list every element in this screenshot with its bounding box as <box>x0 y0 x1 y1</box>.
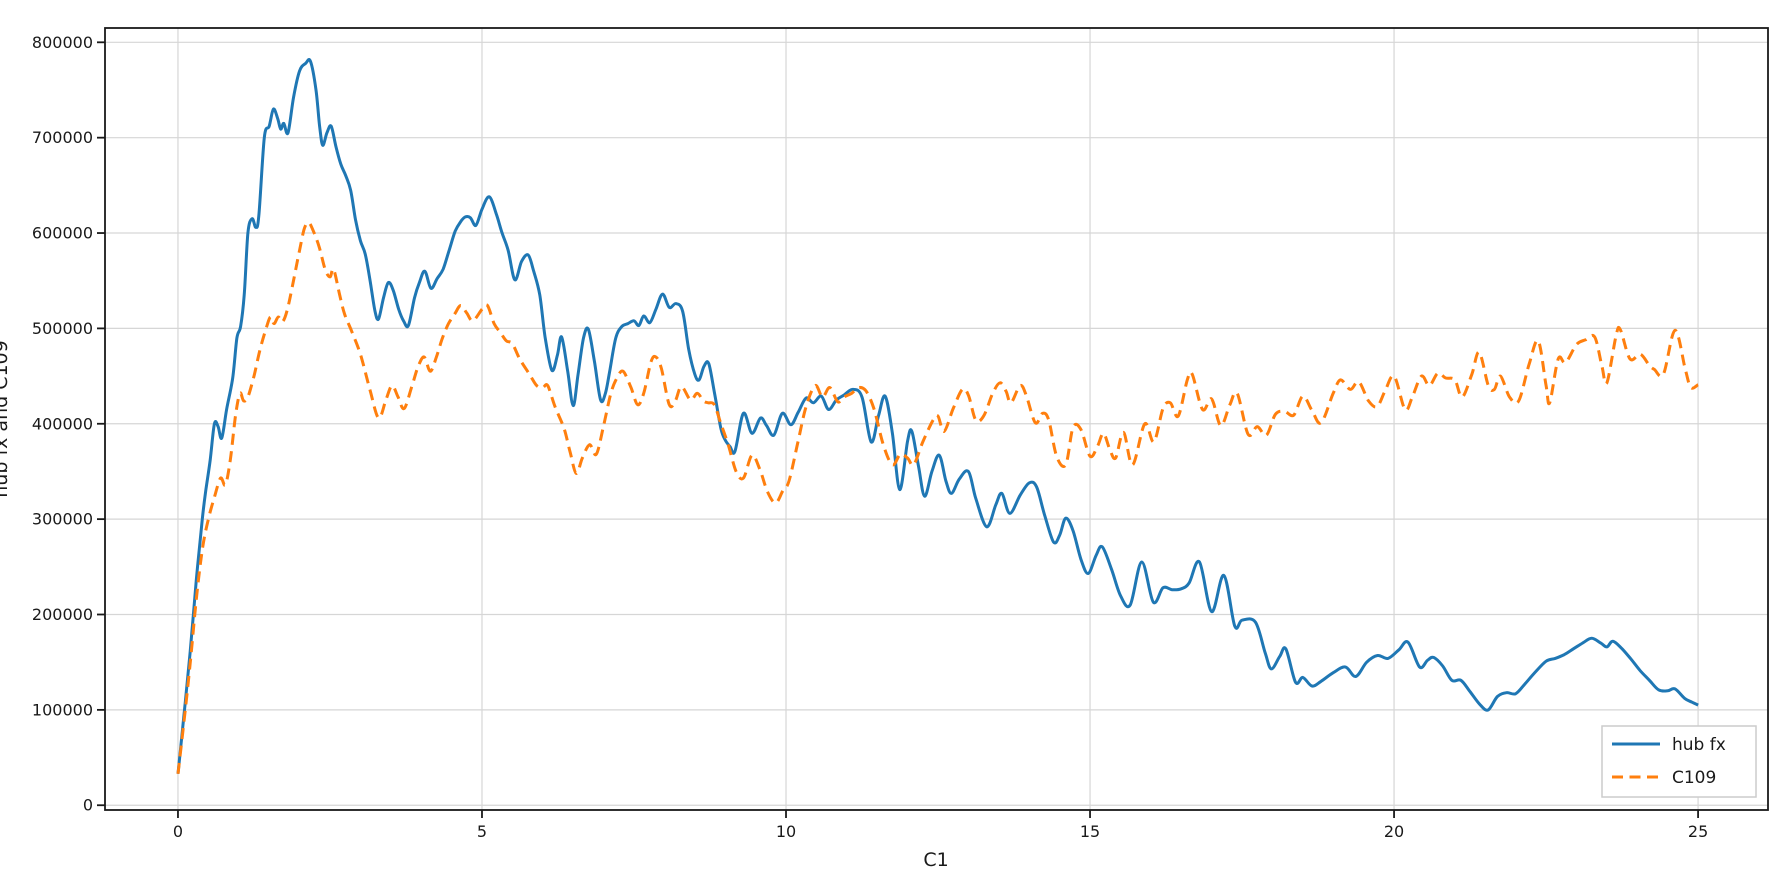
plot-border <box>104 27 1769 811</box>
y-tick-label: 300000 <box>32 510 93 529</box>
x-tick-label: 10 <box>776 822 796 841</box>
y-tick-label: 500000 <box>32 319 93 338</box>
axis-ticks <box>97 41 1699 818</box>
legend-label-hub-fx: hub fx <box>1672 735 1726 755</box>
legend-box <box>1601 725 1757 798</box>
y-tick-label: 200000 <box>32 605 93 624</box>
x-tick-label: 0 <box>173 822 183 841</box>
y-tick-label: 700000 <box>32 128 93 147</box>
x-tick-label: 5 <box>477 822 487 841</box>
y-tick-label: 600000 <box>32 224 93 243</box>
gridlines <box>105 28 1768 810</box>
legend[interactable]: hub fx C109 <box>1601 725 1757 798</box>
y-tick-label: 800000 <box>32 33 93 52</box>
axis-tick-labels: 0 5 10 15 20 25 0 100000 200000 300000 400000 50000… <box>32 33 1708 841</box>
x-tick-label: 20 <box>1384 822 1404 841</box>
series-lines <box>176 58 1699 774</box>
x-axis-label: C1 <box>923 849 948 871</box>
legend-label-c109: C109 <box>1672 768 1716 788</box>
series-line-hub-fx <box>176 58 1699 774</box>
y-tick-label: 100000 <box>32 700 93 719</box>
y-axis-label: hub fx and C109 <box>0 340 12 497</box>
series-line-C109 <box>176 220 1699 774</box>
x-tick-label: 15 <box>1080 822 1100 841</box>
y-tick-label: 0 <box>83 796 93 815</box>
x-tick-label: 25 <box>1688 822 1708 841</box>
y-tick-label: 400000 <box>32 414 93 433</box>
